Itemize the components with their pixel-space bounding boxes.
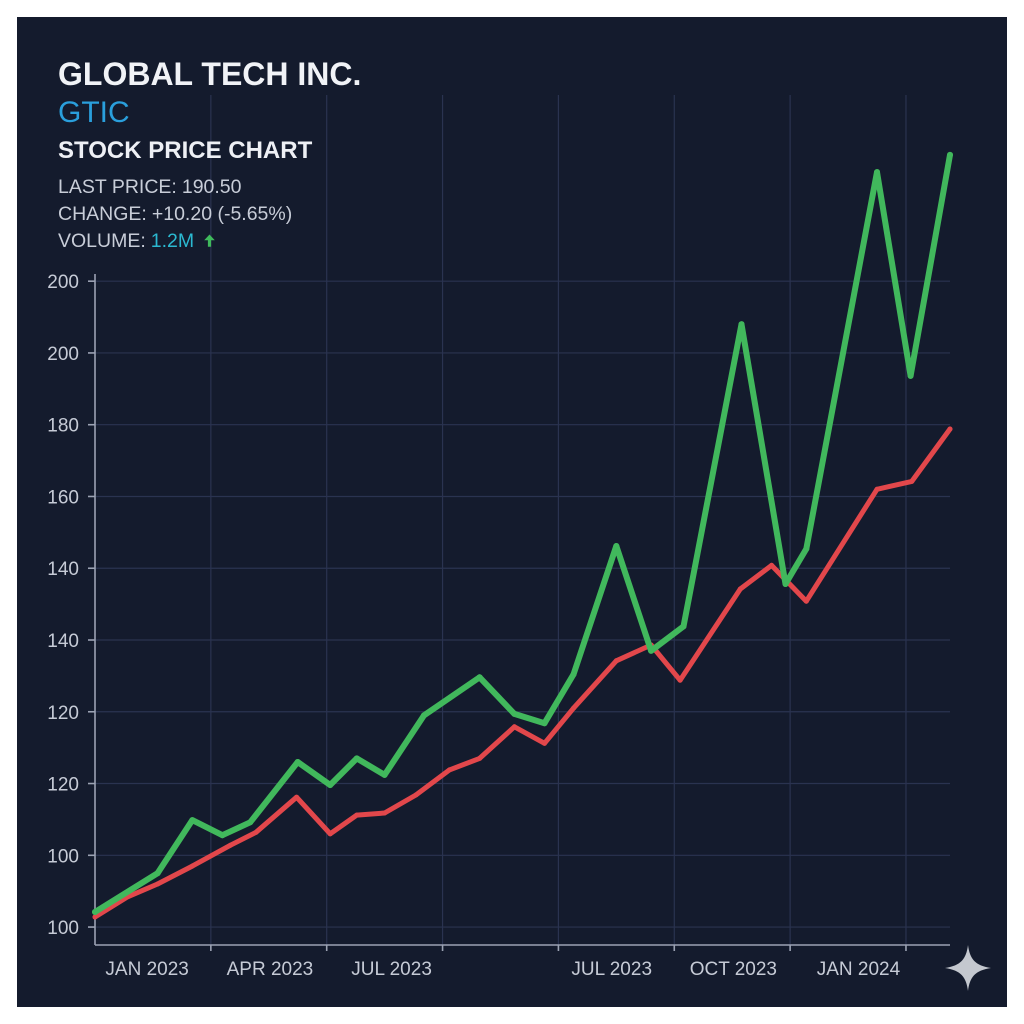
x-tick-label: JAN 2023 [105, 959, 188, 980]
data-point [782, 581, 789, 587]
last-price: LAST PRICE: 190.50 [58, 174, 292, 201]
data-point [294, 794, 300, 800]
data-point [769, 562, 775, 568]
data-point [294, 759, 301, 765]
data-point [247, 819, 254, 826]
data-point [738, 321, 745, 328]
data-point [737, 586, 743, 592]
y-tick-label: 120 [47, 775, 79, 796]
data-point [947, 426, 953, 432]
volume-label: VOLUME: [58, 230, 146, 252]
data-point [947, 151, 953, 158]
data-point [511, 724, 517, 730]
y-tick-label: 100 [47, 846, 79, 867]
tick-labels: 100 100 120 120 140 140 160 180 200 200 JAN 2023 AP… [47, 272, 900, 980]
y-tick-label: 160 [47, 487, 79, 508]
data-point [511, 710, 518, 717]
y-tick-label: 180 [47, 416, 79, 437]
data-point [189, 817, 196, 824]
data-point [219, 832, 226, 839]
data-point [542, 740, 547, 746]
volume: VOLUME: 1.2M [58, 228, 292, 255]
x-tick-label: APR 2023 [227, 959, 314, 980]
quote-stats: LAST PRICE: 190.50 CHANGE: +10.20 (-5.65%)… [58, 174, 292, 255]
ticker-symbol: GTIC [58, 96, 130, 129]
chart-title: STOCK PRICE CHART [58, 137, 313, 164]
arrow-up-icon [204, 234, 215, 247]
chart-panel [17, 17, 1007, 1007]
data-point [353, 755, 360, 762]
x-tick-label: OCT 2023 [690, 959, 777, 980]
data-point [803, 545, 810, 552]
last-price-value: 190.50 [181, 176, 242, 198]
data-point [189, 863, 195, 869]
price-change-label: CHANGE: [58, 203, 147, 225]
data-point [909, 478, 915, 484]
grid [95, 95, 950, 945]
series-line [92, 426, 953, 920]
data-point [381, 771, 388, 778]
data-point [354, 812, 360, 818]
data-point [327, 782, 334, 788]
data-point [477, 755, 483, 761]
series-1 [92, 426, 953, 920]
data-point [907, 372, 914, 379]
data-point [571, 705, 576, 711]
company-name: GLOBAL TECH INC. [58, 56, 362, 92]
data-point [92, 909, 98, 915]
data-point [648, 647, 655, 654]
data-point [92, 914, 98, 920]
data-point [327, 831, 333, 837]
data-point [154, 870, 161, 877]
y-tick-label: 200 [47, 272, 79, 293]
data-point [228, 842, 233, 848]
data-point [570, 671, 577, 678]
price-series [92, 151, 953, 920]
data-point [803, 598, 809, 604]
tick-marks [88, 280, 907, 951]
last-price-label: LAST PRICE: [58, 176, 177, 198]
data-point [874, 169, 880, 176]
y-tick-label: 140 [47, 631, 79, 652]
x-tick-label: JUL 2023 [351, 959, 432, 980]
data-point [253, 829, 259, 835]
data-point [155, 881, 161, 887]
data-point [613, 543, 620, 549]
data-point [677, 677, 683, 683]
data-point [541, 720, 548, 727]
price-change-value: +10.20 (-5.65%) [151, 203, 293, 225]
data-point [421, 712, 427, 719]
x-tick-label: JUL 2023 [571, 959, 652, 980]
x-tick-label: JAN 2024 [817, 959, 901, 980]
y-tick-label: 200 [47, 344, 79, 365]
price-change: CHANGE: +10.20 (-5.65%) [58, 201, 292, 228]
data-point [413, 792, 419, 798]
data-point [680, 623, 687, 630]
data-point [874, 486, 880, 492]
series-line [92, 151, 953, 915]
y-tick-label: 140 [47, 559, 79, 580]
data-point [382, 810, 388, 816]
y-tick-label: 120 [47, 703, 79, 724]
volume-value: 1.2M [150, 230, 195, 252]
axes [94, 274, 950, 946]
data-point [613, 658, 619, 664]
series-2 [92, 151, 953, 915]
data-point [447, 767, 452, 773]
sparkle-icon [945, 945, 991, 991]
data-point [476, 674, 483, 681]
y-tick-label: 100 [47, 918, 79, 939]
